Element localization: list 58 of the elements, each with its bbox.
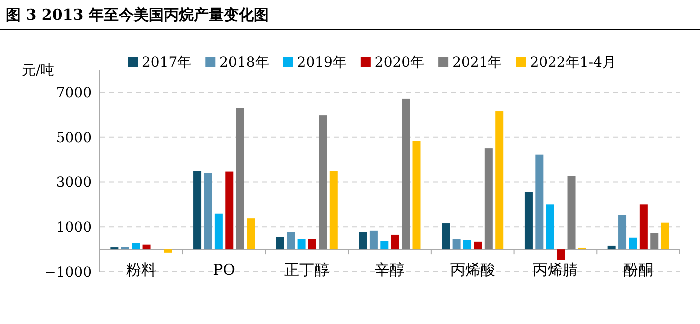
bar xyxy=(618,215,627,250)
bar xyxy=(608,246,616,250)
bar xyxy=(236,108,244,250)
bar xyxy=(142,244,151,250)
legend-label: 2021年 xyxy=(452,55,502,71)
bar xyxy=(330,171,338,250)
bar xyxy=(640,204,648,250)
bar xyxy=(319,116,328,250)
bar xyxy=(546,204,554,250)
bar xyxy=(536,154,544,250)
bar xyxy=(484,148,493,250)
y-tick-label: −1000 xyxy=(44,265,92,281)
bar xyxy=(452,239,461,250)
bar xyxy=(226,172,234,250)
y-tick-label: 7000 xyxy=(56,85,92,102)
legend-label: 2020年 xyxy=(374,55,425,71)
x-tick-label: 正丁醇 xyxy=(284,261,330,279)
bar xyxy=(370,230,378,250)
bar xyxy=(464,240,472,250)
legend-label: 2017年 xyxy=(142,55,192,71)
bar xyxy=(524,192,533,250)
x-tick-label: 丙烯酸 xyxy=(450,261,496,279)
y-tick-label: 3000 xyxy=(56,175,92,192)
bar xyxy=(391,234,400,250)
bar xyxy=(380,241,389,250)
legend-label: 2018年 xyxy=(220,55,270,71)
bar xyxy=(359,232,368,250)
x-tick-label: PO xyxy=(213,261,236,279)
bar xyxy=(308,239,316,250)
bar xyxy=(298,239,306,250)
bar xyxy=(442,224,450,250)
bar xyxy=(287,232,296,250)
bar xyxy=(650,233,659,250)
bar xyxy=(194,171,202,250)
bar xyxy=(474,242,482,250)
x-tick-label: 粉料 xyxy=(126,261,156,279)
bar xyxy=(568,176,576,250)
bar xyxy=(557,250,566,260)
legend-label: 2019年 xyxy=(297,55,347,71)
x-tick-label: 酚酮 xyxy=(624,261,654,279)
bar xyxy=(132,243,140,250)
bar xyxy=(496,112,504,250)
bar xyxy=(412,141,421,250)
y-axis-title: 元/吨 xyxy=(22,63,55,79)
bar xyxy=(276,237,284,250)
x-tick-label: 丙烯腈 xyxy=(533,261,578,279)
bar xyxy=(402,98,410,250)
chart-title: 图 3 2013 年至今美国丙烷产量变化图 xyxy=(6,6,269,24)
x-tick-label: 辛醇 xyxy=(375,261,405,279)
legend-label: 2022年1-4月 xyxy=(530,55,616,71)
bar xyxy=(247,218,256,250)
bar xyxy=(204,173,212,250)
bar xyxy=(164,250,172,253)
bar xyxy=(214,214,223,250)
y-tick-label: 5000 xyxy=(56,130,92,146)
bar xyxy=(629,238,638,250)
bar xyxy=(661,222,670,250)
y-tick-label: 1000 xyxy=(56,220,92,236)
